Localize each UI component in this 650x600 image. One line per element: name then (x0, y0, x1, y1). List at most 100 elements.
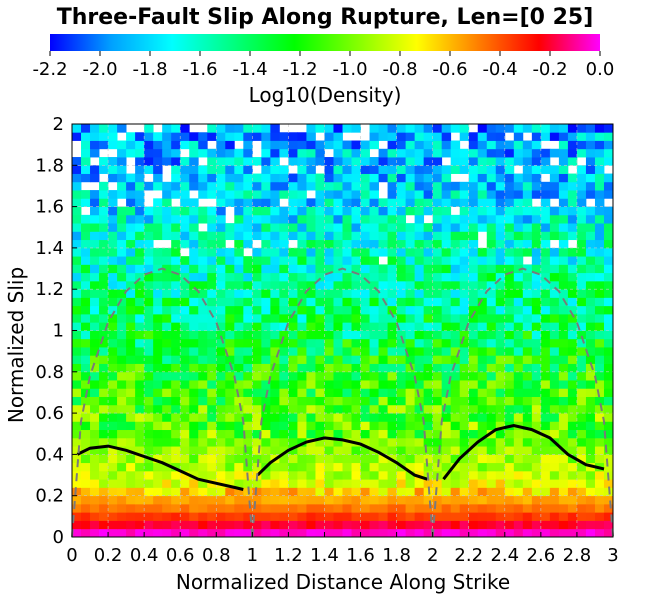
heatmap-cell (576, 165, 587, 174)
heatmap-cell (279, 289, 289, 298)
heatmap-cell (315, 190, 325, 199)
heatmap-cell (594, 239, 605, 249)
heatmap-cell (468, 190, 479, 199)
heatmap-cell (423, 313, 434, 323)
heatmap-cell (567, 140, 578, 150)
heatmap-cell (594, 124, 605, 133)
heatmap-cell (603, 132, 614, 141)
heatmap-cell (117, 157, 127, 166)
heatmap-cell (594, 247, 605, 257)
heatmap-cell (225, 338, 235, 348)
heatmap-cell (567, 124, 578, 133)
heatmap-cell (72, 371, 82, 381)
heatmap-cell (585, 363, 596, 373)
heatmap-cell (513, 223, 524, 232)
heatmap-cell (153, 470, 163, 480)
heatmap-cell (450, 305, 461, 315)
heatmap-cell (504, 528, 515, 538)
heatmap-cell (270, 446, 280, 455)
heatmap-cell (162, 223, 172, 232)
heatmap-cell (171, 124, 181, 133)
heatmap-cell (288, 446, 298, 455)
heatmap-cell (198, 396, 208, 406)
heatmap-cell (288, 198, 298, 207)
heatmap-cell (603, 140, 614, 150)
heatmap-cell (243, 355, 253, 364)
heatmap-cell (495, 413, 506, 422)
heatmap-cell (567, 503, 578, 513)
heatmap-cell (540, 388, 551, 397)
heatmap-cell (423, 338, 434, 348)
heatmap-cell (594, 264, 605, 274)
heatmap-cell (603, 388, 614, 397)
heatmap-cell (531, 462, 542, 472)
heatmap-cell (81, 404, 91, 414)
heatmap-cell (522, 404, 533, 414)
heatmap-cell (306, 313, 316, 323)
heatmap-cell (495, 404, 506, 414)
heatmap-cell (450, 165, 461, 174)
heatmap-cell (189, 313, 199, 323)
heatmap-cell (333, 462, 343, 472)
heatmap-cell (234, 231, 244, 241)
heatmap-cell (297, 355, 307, 364)
heatmap-cell (423, 231, 434, 241)
heatmap-cell (171, 322, 181, 331)
heatmap-cell (405, 528, 416, 538)
heatmap-cell (486, 132, 497, 141)
heatmap-cell (117, 396, 127, 406)
heatmap-cell (522, 231, 533, 241)
heatmap-cell (189, 512, 199, 521)
heatmap-cell (522, 437, 533, 447)
heatmap-cell (378, 313, 388, 323)
heatmap-cell (450, 322, 461, 331)
heatmap-cell (576, 124, 587, 133)
heatmap-cell (297, 231, 307, 241)
heatmap-cell (306, 206, 316, 216)
heatmap-cell (225, 429, 235, 439)
heatmap-cell (306, 371, 316, 381)
heatmap-cell (252, 355, 262, 364)
heatmap-cell (297, 289, 307, 298)
heatmap-cell (549, 330, 560, 340)
heatmap-cell (261, 206, 271, 216)
heatmap-cell (531, 371, 542, 381)
heatmap-cell (342, 338, 352, 348)
heatmap-cell (378, 173, 388, 183)
heatmap-cell (189, 231, 199, 241)
heatmap-cell (594, 198, 605, 207)
heatmap-cell (144, 503, 154, 513)
heatmap-cell (252, 223, 262, 232)
heatmap-cell (117, 181, 127, 191)
heatmap-cell (243, 289, 253, 298)
heatmap-cell (72, 280, 82, 290)
heatmap-cell (153, 421, 163, 431)
heatmap-cell (477, 528, 488, 538)
heatmap-cell (387, 396, 397, 406)
heatmap-cell (126, 322, 136, 331)
heatmap-cell (72, 495, 82, 505)
heatmap-cell (171, 347, 181, 356)
heatmap-cell (333, 479, 343, 488)
heatmap-cell (477, 396, 488, 406)
heatmap-cell (117, 280, 127, 290)
heatmap-cell (90, 190, 100, 199)
heatmap-cell (477, 512, 488, 521)
heatmap-cell (297, 239, 307, 249)
heatmap-cell (144, 437, 154, 447)
heatmap-cell (243, 388, 253, 397)
heatmap-cell (72, 528, 82, 538)
heatmap-cell (477, 322, 488, 331)
heatmap-cell (315, 305, 325, 315)
heatmap-cell (243, 206, 253, 216)
heatmap-cell (459, 256, 470, 265)
heatmap-cell (117, 214, 127, 224)
heatmap-cell (441, 404, 452, 414)
heatmap-cell (162, 264, 172, 274)
heatmap-cell (306, 421, 316, 431)
heatmap-cell (171, 503, 181, 513)
heatmap-cell (126, 371, 136, 381)
heatmap-cell (261, 371, 271, 381)
heatmap-cell (324, 413, 334, 422)
heatmap-cell (414, 495, 425, 505)
